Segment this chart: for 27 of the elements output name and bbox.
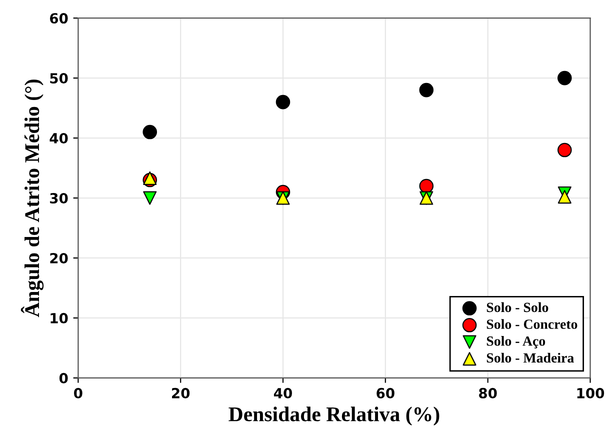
- y-tick-label: 0: [59, 372, 68, 384]
- x-tick-label: 80: [479, 388, 497, 398]
- y-tick-label: 30: [50, 192, 68, 204]
- y-tick-label: 10: [50, 312, 68, 324]
- legend-label: Solo - Madeira: [486, 352, 574, 363]
- y-tick-label: 20: [50, 252, 68, 264]
- legend-label: Solo - Solo: [486, 302, 548, 312]
- x-axis-title: Densidade Relativa (%): [228, 406, 440, 426]
- point: [557, 70, 572, 86]
- point: [276, 94, 290, 110]
- point: [557, 142, 572, 158]
- point: [419, 178, 434, 194]
- legend-label: Solo - Concreto: [486, 319, 578, 329]
- y-axis-title: Ângulo de Atrito Médio (°): [20, 80, 44, 318]
- x-tick-label: 0: [74, 388, 82, 398]
- x-tick-label: 60: [376, 388, 394, 398]
- x-tick-label: 20: [172, 388, 190, 398]
- point: [558, 190, 572, 204]
- point: [419, 82, 434, 98]
- y-tick-label: 50: [50, 73, 68, 84]
- y-tick-label: 60: [50, 13, 68, 24]
- y-tick-label: 40: [50, 133, 68, 144]
- point: [142, 124, 158, 140]
- x-tick-label: 100: [577, 388, 604, 398]
- x-tick-label: 40: [274, 388, 292, 398]
- legend-label: Solo - Aço: [486, 336, 546, 348]
- point: [143, 191, 157, 205]
